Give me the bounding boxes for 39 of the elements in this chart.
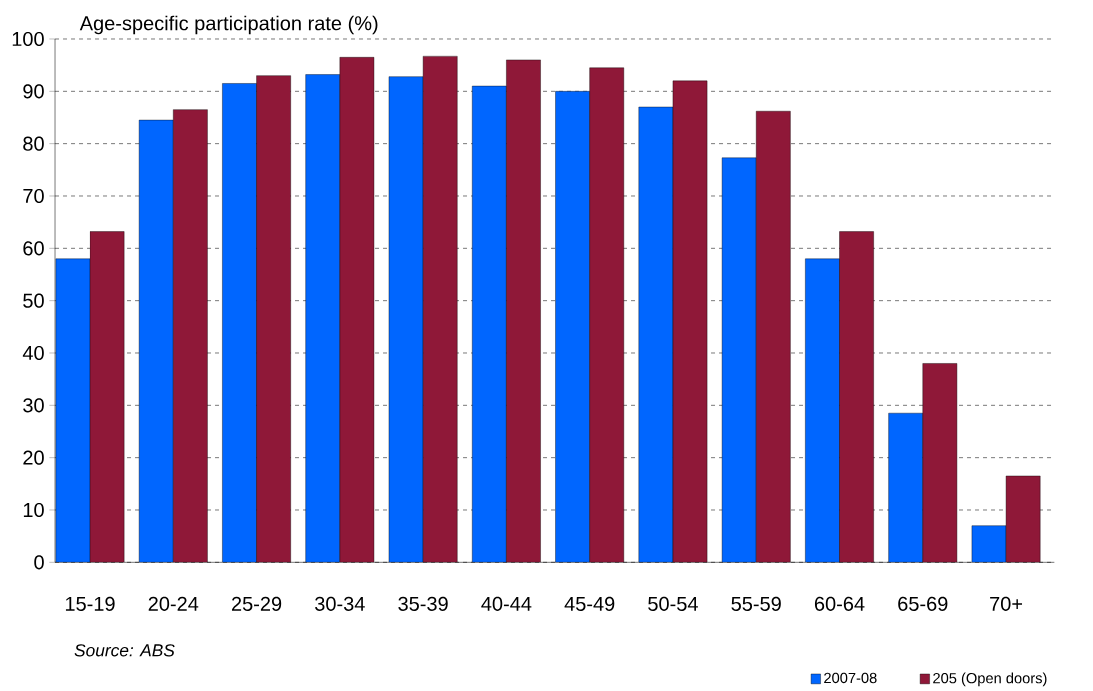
y-tick-label: 30 xyxy=(23,398,44,413)
legend-label: 205 (Open doors) xyxy=(933,672,1047,687)
bar xyxy=(1005,475,1041,563)
legend-label: 2007-08 xyxy=(824,673,877,684)
y-tick-label: 90 xyxy=(23,84,44,99)
bar xyxy=(506,60,541,563)
x-tick-label: 60-64 xyxy=(814,596,865,612)
x-tick-label: 20-24 xyxy=(148,596,199,612)
x-tick-label: 45-49 xyxy=(564,596,615,612)
x-tick-label: 40-44 xyxy=(481,596,532,612)
y-tick-label: 40 xyxy=(22,346,44,361)
y-tick-label: 20 xyxy=(23,450,44,465)
x-tick-label: 35-39 xyxy=(398,596,448,612)
bar xyxy=(672,81,708,563)
bar xyxy=(922,363,957,563)
y-tick-label: 80 xyxy=(23,136,44,151)
source-note: Source: ABS xyxy=(74,644,175,657)
y-tick-label: 100 xyxy=(12,32,44,47)
x-tick-label: 30-34 xyxy=(315,596,365,612)
bar xyxy=(256,75,291,563)
bar xyxy=(90,231,125,563)
bar xyxy=(756,111,791,563)
bar xyxy=(173,109,208,563)
bar xyxy=(339,57,374,563)
x-tick-label: 25-29 xyxy=(231,596,282,612)
x-tick-label: 50-54 xyxy=(648,596,698,612)
x-tick-label: 70+ xyxy=(990,596,1023,612)
x-tick-label: 65-69 xyxy=(898,596,948,612)
bar xyxy=(589,67,624,563)
y-tick-label: 0 xyxy=(34,555,44,570)
y-tick-label: 70 xyxy=(23,189,44,204)
y-tick-label: 60 xyxy=(23,241,44,256)
y-tick-label: 10 xyxy=(23,503,44,518)
x-tick-label: 15-19 xyxy=(65,596,115,612)
y-tick-label: 50 xyxy=(23,293,44,308)
x-tick-label: 55-59 xyxy=(731,596,781,612)
bar xyxy=(839,231,874,563)
bar xyxy=(423,56,458,563)
y-axis-title: Age-specific participation rate (%) xyxy=(79,15,378,35)
